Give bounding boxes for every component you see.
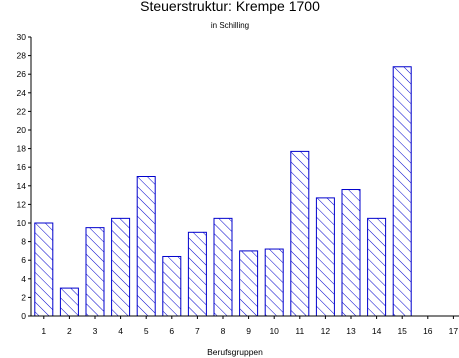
x-tick-label: 12 (321, 326, 331, 336)
y-tick-label: 20 (17, 125, 27, 135)
y-tick-label: 30 (17, 32, 27, 42)
y-tick-label: 2 (21, 292, 26, 302)
bar-1 (34, 222, 54, 317)
bar-15 (392, 66, 412, 317)
bar-12 (315, 197, 335, 317)
y-tick-label: 26 (17, 69, 27, 79)
x-tick-label: 2 (67, 326, 72, 336)
x-tick-label: 3 (93, 326, 98, 336)
chart-title: Steuerstruktur: Krempe 1700 (140, 0, 320, 14)
bar-4 (111, 217, 131, 317)
x-tick-label: 8 (221, 326, 226, 336)
bar-8 (213, 217, 233, 317)
x-tick-label: 17 (449, 326, 459, 336)
y-tick-label: 8 (21, 237, 26, 247)
bar-7 (187, 231, 207, 317)
x-tick-label: 5 (144, 326, 149, 336)
chart-subtitle: in Schilling (211, 21, 249, 30)
bar-10 (264, 248, 284, 317)
x-tick-label: 16 (423, 326, 433, 336)
x-tick-label: 10 (269, 326, 279, 336)
bars-group (34, 66, 412, 317)
y-tick-label: 16 (17, 162, 27, 172)
y-tick-label: 22 (17, 106, 27, 116)
x-axis-ticks: 1 2 3 4 5 6 7 8 9 10 11 12 13 14 15 16 17 (41, 316, 458, 336)
bar-14 (367, 217, 387, 317)
x-tick-label: 9 (246, 326, 251, 336)
x-tick-label: 13 (346, 326, 356, 336)
y-tick-label: 28 (17, 51, 27, 61)
bar-6 (162, 255, 182, 317)
x-tick-label: 1 (41, 326, 46, 336)
x-tick-label: 14 (372, 326, 382, 336)
y-tick-label: 18 (17, 144, 27, 154)
y-tick-label: 4 (21, 274, 26, 284)
bar-3 (85, 227, 105, 317)
bar-2 (59, 287, 79, 317)
y-tick-label: 0 (21, 311, 26, 321)
x-axis-label: Berufsgruppen (207, 347, 263, 357)
bar-11 (290, 150, 310, 317)
bar-13 (341, 189, 361, 317)
bar-5 (136, 176, 156, 317)
x-tick-label: 6 (169, 326, 174, 336)
y-tick-label: 10 (17, 218, 27, 228)
x-tick-label: 11 (295, 326, 304, 336)
y-tick-label: 14 (17, 181, 27, 191)
x-tick-label: 15 (397, 326, 407, 336)
y-tick-label: 24 (17, 88, 27, 98)
bar-9 (239, 250, 259, 317)
x-tick-label: 4 (118, 326, 123, 336)
y-tick-label: 6 (21, 255, 26, 265)
y-tick-label: 12 (17, 199, 27, 209)
x-tick-label: 7 (195, 326, 200, 336)
